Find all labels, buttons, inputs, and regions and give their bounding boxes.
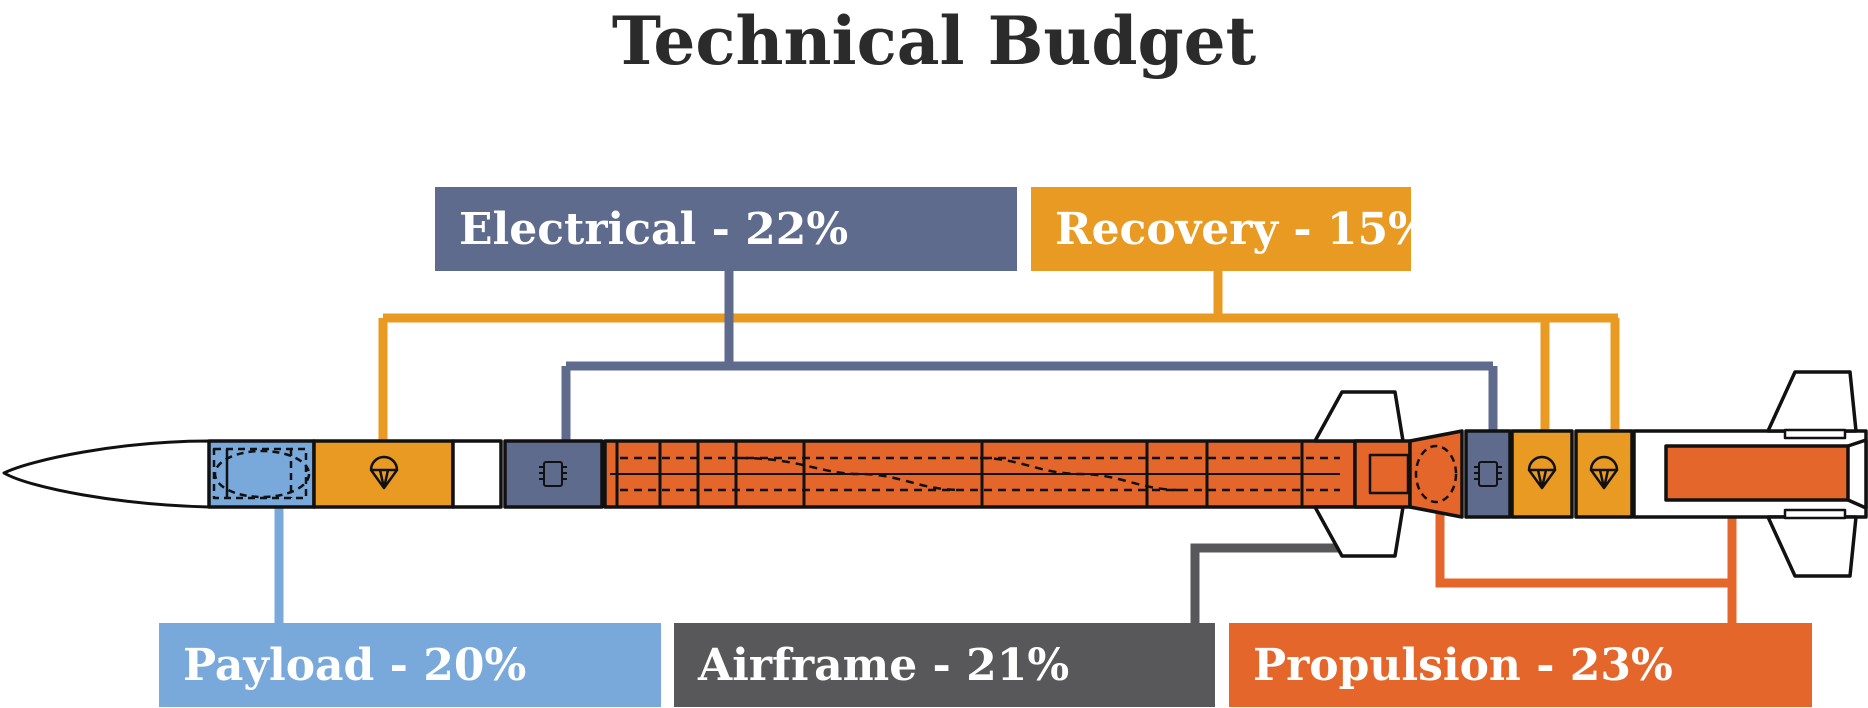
chip-icon-2: [1474, 461, 1502, 487]
payload-label: Payload - 20%: [159, 623, 661, 707]
coupler-section: [451, 439, 503, 509]
transition-ellipse: [1414, 444, 1458, 504]
boattail: [1353, 439, 1412, 509]
parachute-icon-2: [1527, 455, 1557, 490]
transition-ring: [1368, 453, 1410, 495]
parachute-icon-3: [1589, 455, 1619, 490]
chip-icon: [539, 461, 567, 487]
electrical-connector: [561, 268, 1498, 440]
transition: [1408, 429, 1464, 519]
airframe-label: Airframe - 21%: [674, 623, 1215, 707]
page-title: Technical Budget: [611, 2, 1257, 80]
payload-ellipse: [213, 449, 311, 499]
nose-cone: [2, 439, 211, 509]
propulsion-label: Propulsion - 23%: [1229, 623, 1812, 707]
parachute-icon: [369, 455, 399, 490]
aft-fin-bottom: [1766, 515, 1858, 578]
motor-segments: [610, 441, 1340, 507]
recovery-connector: [378, 268, 1620, 440]
booster-motor: [1664, 444, 1866, 502]
recovery-bay-main: [312, 439, 455, 509]
booster-recovery-1: [1510, 429, 1574, 519]
propulsion-connector: [1435, 500, 1737, 626]
electrical-label: Electrical - 22%: [435, 187, 1017, 271]
booster-recovery-2: [1574, 429, 1634, 519]
booster-nozzle: [1846, 438, 1868, 510]
aft-fin-top: [1766, 370, 1858, 433]
rocket-body: [2, 370, 1868, 578]
forward-fin-top: [1313, 390, 1405, 443]
connector-lines: [274, 268, 1737, 626]
airframe-connector: [1190, 543, 1345, 626]
fin-tabs: [1783, 428, 1847, 520]
recovery-label: Recovery - 15%: [1031, 187, 1411, 271]
